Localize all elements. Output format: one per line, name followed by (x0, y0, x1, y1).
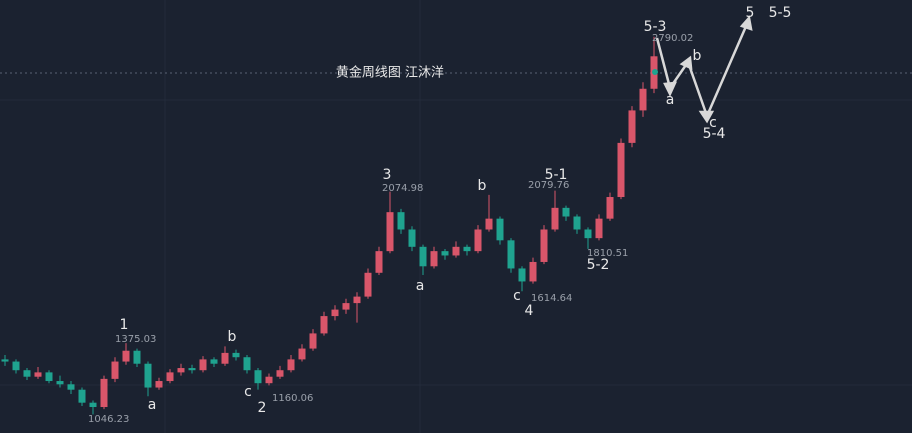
candle-body (408, 229, 416, 247)
wave-label: b (478, 178, 487, 194)
wave-label: 3 (383, 167, 392, 183)
candle-body (155, 381, 163, 388)
wave-label: a (416, 278, 425, 294)
candle-body (309, 333, 317, 349)
wave-label: c (244, 384, 252, 400)
candle-body (1, 359, 9, 362)
candle-body (562, 207, 570, 217)
candle-body (628, 110, 636, 143)
wave-label: c (513, 288, 521, 304)
candle-body (188, 368, 196, 371)
candle-body (617, 142, 625, 198)
candle-body (23, 370, 31, 377)
candle-body (331, 309, 339, 317)
candle-body (287, 359, 295, 371)
wave-label: 5-3 (644, 19, 667, 35)
arrowhead (698, 110, 715, 124)
projection (655, 15, 753, 124)
price-label: 1614.64 (531, 293, 572, 304)
candle-body (639, 88, 647, 111)
price-label: 2074.98 (382, 183, 423, 194)
candle-body (573, 216, 581, 230)
candle-body (34, 372, 42, 377)
candle-body (320, 316, 328, 334)
wave-label: 1 (120, 317, 129, 333)
wave-label: 5 (746, 5, 755, 21)
price-label: 1375.03 (115, 334, 156, 345)
candle-body (430, 251, 438, 267)
candle-body (529, 261, 537, 282)
candle-body (78, 389, 86, 403)
arrowhead (663, 81, 678, 97)
candle-body (419, 246, 427, 267)
candle-body (12, 361, 20, 371)
wave-label: c (709, 115, 717, 131)
candle-body (606, 197, 614, 219)
candle-body (232, 352, 240, 358)
candle-body (67, 384, 75, 390)
candle-body (452, 246, 460, 256)
wave-label: 2 (258, 400, 267, 416)
wave-label: b (228, 329, 237, 345)
arrowhead (739, 15, 753, 31)
candle-body (133, 350, 141, 364)
price-label: 2079.76 (528, 180, 569, 191)
wave-label: a (666, 92, 675, 108)
candle-body (463, 246, 471, 252)
candle-body (243, 357, 251, 371)
candle-body (298, 348, 306, 360)
candle-body (221, 352, 229, 364)
wave-label: 5-2 (587, 257, 610, 273)
candle-body (144, 363, 152, 388)
price-label: 1160.06 (272, 393, 313, 404)
current-dot (652, 69, 658, 75)
candle-body (507, 240, 515, 269)
arrowhead (679, 55, 693, 71)
candle-body (595, 218, 603, 239)
candle-body (518, 268, 526, 282)
candle-body (254, 370, 262, 384)
wave-label: 5-5 (769, 5, 792, 21)
candle-body (551, 207, 559, 230)
candle-body (397, 212, 405, 230)
price-label: 1810.51 (587, 248, 628, 259)
candle-body (265, 376, 273, 384)
candle-body (342, 303, 350, 310)
candle-body (166, 372, 174, 382)
candle-body (386, 212, 394, 252)
candle-body (375, 251, 383, 273)
wave-label: 5-4 (703, 126, 726, 142)
candle-body (210, 359, 218, 364)
wave-label: 4 (525, 303, 534, 319)
candle-body (485, 218, 493, 230)
candle-body (100, 378, 108, 408)
candle-body (364, 272, 372, 297)
candle-body (441, 251, 449, 256)
candle-body (45, 372, 53, 382)
candle-body (122, 350, 130, 362)
candle-body (474, 229, 482, 252)
candle-body (89, 402, 97, 408)
candle-body (199, 359, 207, 371)
candle-body (56, 381, 64, 385)
wave-label: b (693, 48, 702, 64)
candle-body (584, 229, 592, 239)
price-label: 1046.23 (88, 414, 129, 425)
candle-body (276, 370, 284, 377)
candles (1, 36, 658, 415)
candle-body (111, 361, 119, 379)
chart-title: 黄金周线图 江沐洋 (336, 65, 444, 81)
candle-body (353, 296, 361, 304)
candle-body (177, 368, 185, 373)
candle-body (496, 218, 504, 241)
wave-label: 5-1 (545, 167, 568, 183)
candle-body (540, 229, 548, 262)
wave-label: a (148, 397, 157, 413)
price-label: 2790.02 (652, 33, 693, 44)
